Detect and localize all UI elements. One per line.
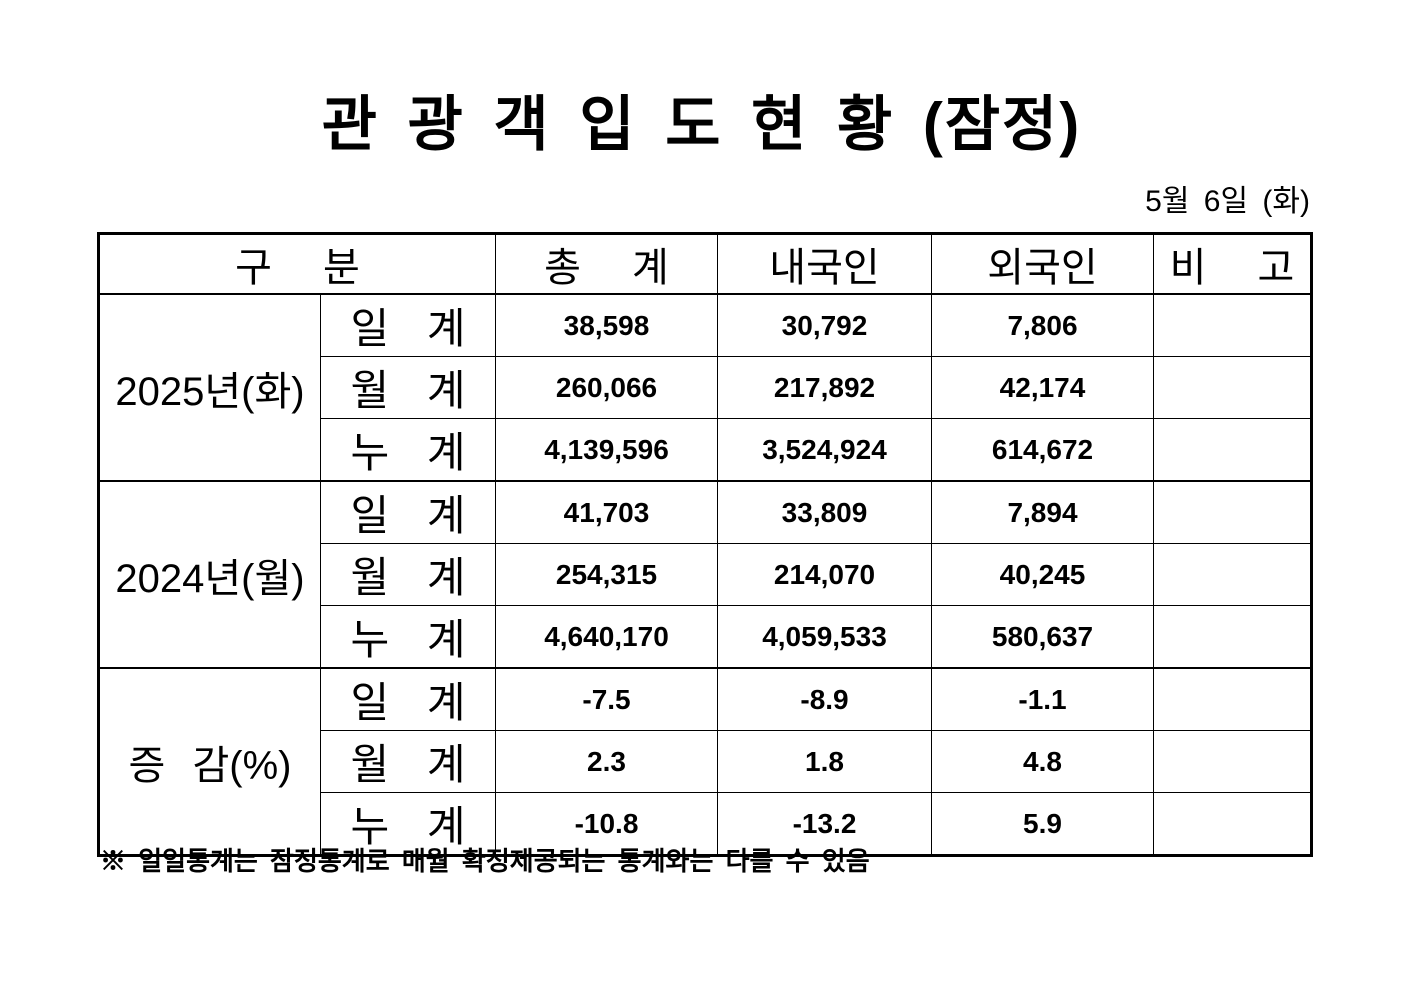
value-domestic: 1.8 [717,730,932,793]
table-row: 2024년(월) 일 계 41,703 33,809 7,894 [98,480,1312,669]
value-total: 254,315 [495,543,718,606]
value-foreign: 580,637 [931,605,1154,669]
value-remark [1153,605,1312,669]
row-label: 누 계 [320,605,496,669]
row-label: 일 계 [320,667,496,731]
value-total: 4,139,596 [495,418,718,482]
tourist-arrivals-table: 구 분 총 계 내국인 외국인 비 고 2025년(화) 일 계 38,598 … [97,232,1313,857]
table-row: 월 계 254,315 214,070 40,245 [99,543,1312,606]
value-remark [1153,543,1312,606]
value-foreign: 5.9 [931,792,1154,856]
value-domestic: 30,792 [717,293,932,357]
value-domestic: 33,809 [717,480,932,544]
header-domestic: 내국인 [717,233,932,295]
value-total: 38,598 [495,293,718,357]
value-domestic: 217,892 [717,356,932,419]
page-title: 관 광 객 입 도 현 황 (잠정) [321,91,1082,158]
value-foreign: 7,894 [931,480,1154,544]
value-foreign: 614,672 [931,418,1154,482]
value-remark [1153,356,1312,419]
header-foreign: 외국인 [931,233,1154,295]
table-row: 누 계 -10.8 -13.2 5.9 [99,792,1312,856]
table-row: 증 감(%) 일 계 -7.5 -8.9 -1.1 [98,667,1312,856]
value-total: 2.3 [495,730,718,793]
row-label: 월 계 [320,356,496,419]
group-label-change: 증 감(%) [98,667,321,856]
value-remark [1153,792,1312,856]
value-foreign: 7,806 [931,293,1154,357]
value-domestic: -8.9 [717,667,932,731]
value-remark [1153,730,1312,793]
header-row: 구 분 총 계 내국인 외국인 비 고 [98,233,1312,295]
value-domestic: 214,070 [717,543,932,606]
row-label: 일 계 [320,480,496,544]
footnote: ※ 일일통계는 잠정통계로 매월 확정제공되는 통계와는 다를 수 있음 [100,846,870,876]
value-remark [1153,480,1312,544]
table-row: 2025년(화) 일 계 38,598 30,792 7,806 [98,293,1312,482]
report-date: 5월 6일 (화) [1145,185,1310,218]
value-domestic: -13.2 [717,792,932,856]
header-remarks: 비 고 [1153,233,1312,295]
value-total: 260,066 [495,356,718,419]
value-domestic: 3,524,924 [717,418,932,482]
value-remark [1153,418,1312,482]
value-remark [1153,293,1312,357]
value-domestic: 4,059,533 [717,605,932,669]
row-label: 누 계 [320,418,496,482]
row-label: 누 계 [320,792,496,856]
header-total: 총 계 [495,233,718,295]
header-category: 구 분 [98,233,496,295]
table-row: 누 계 4,139,596 3,524,924 614,672 [99,418,1312,482]
row-label: 월 계 [320,730,496,793]
group-label-2024: 2024년(월) [98,480,321,669]
value-total: 4,640,170 [495,605,718,669]
value-total: -7.5 [495,667,718,731]
value-remark [1153,667,1312,731]
value-foreign: 40,245 [931,543,1154,606]
table-row: 월 계 2.3 1.8 4.8 [99,730,1312,793]
table-row: 월 계 260,066 217,892 42,174 [99,356,1312,419]
value-foreign: 4.8 [931,730,1154,793]
value-foreign: -1.1 [931,667,1154,731]
row-label: 월 계 [320,543,496,606]
row-label: 일 계 [320,293,496,357]
value-total: 41,703 [495,480,718,544]
value-foreign: 42,174 [931,356,1154,419]
table-row: 누 계 4,640,170 4,059,533 580,637 [99,605,1312,669]
value-total: -10.8 [495,792,718,856]
group-label-2025: 2025년(화) [98,293,321,482]
